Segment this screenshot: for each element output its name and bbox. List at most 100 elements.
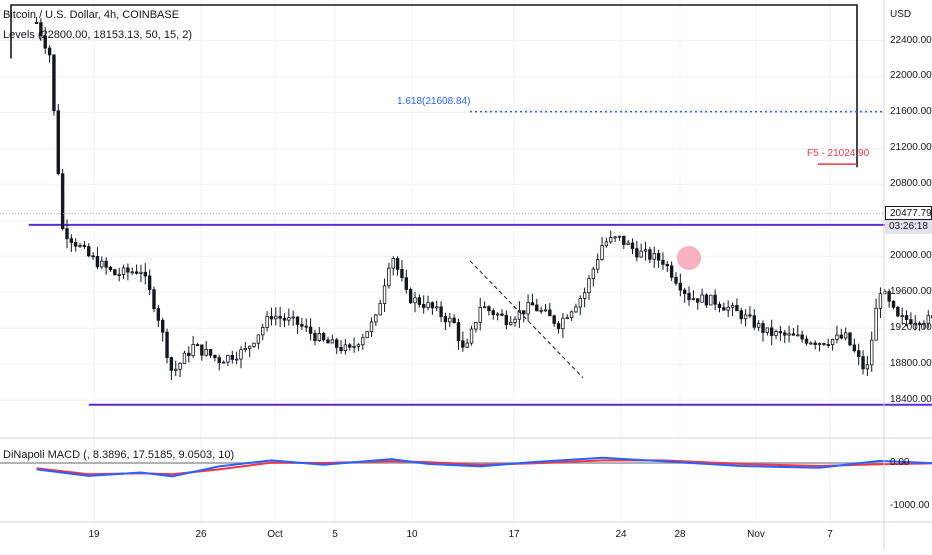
candle-up [253, 343, 256, 346]
candle-down [422, 304, 425, 307]
candle-down [279, 316, 282, 318]
candle-down [688, 294, 691, 300]
candle-down [70, 239, 73, 243]
candle-up [366, 332, 369, 338]
time-tick-label: 26 [195, 529, 206, 540]
candle-down [862, 357, 865, 369]
candle-up [192, 345, 195, 356]
candle-up [318, 333, 321, 340]
candle-up [344, 345, 347, 351]
price-tick-label: 20800.00 [890, 178, 932, 189]
candle-up [583, 293, 586, 299]
candle-up [288, 318, 291, 321]
candle-up [692, 299, 695, 300]
candle-down [127, 268, 130, 272]
candle-up [496, 314, 499, 315]
candle-down [396, 258, 399, 269]
candle-down [92, 256, 95, 257]
candle-down [166, 332, 169, 357]
candle-up [357, 345, 360, 347]
price-tick-label: 22400.00 [890, 35, 932, 46]
candle-up [566, 318, 569, 319]
candle-up [475, 322, 478, 329]
candle-down [148, 276, 151, 290]
candle-down [340, 347, 343, 350]
indicator-label: Levels (22800.00, 18153.13, 50, 15, 2) [3, 29, 192, 41]
candle-up [727, 307, 730, 310]
candle-up [257, 335, 260, 343]
candle-down [549, 310, 552, 316]
candle-down [723, 308, 726, 311]
candle-down [457, 323, 460, 341]
candle-down [718, 304, 721, 307]
time-tick-label: 17 [508, 529, 519, 540]
candle-down [453, 318, 456, 322]
candle-down [314, 333, 317, 340]
candle-up [644, 250, 647, 251]
candle-up [479, 307, 482, 322]
candle-up [570, 312, 573, 318]
candle-up [744, 315, 747, 319]
candle-up [292, 317, 295, 318]
time-tick-label: Nov [747, 529, 765, 540]
price-tick-label: 18800.00 [890, 358, 932, 369]
candle-down [675, 277, 678, 283]
candle-down [753, 316, 756, 328]
candle-up [244, 348, 247, 349]
candle-down [714, 295, 717, 304]
candle-down [649, 250, 652, 259]
f5-level-label[interactable]: F5 - 21024.90 [807, 148, 869, 159]
candle-up [709, 295, 712, 305]
candle-down [61, 174, 64, 229]
price-tick-label: 18400.00 [890, 394, 932, 405]
candle-down [161, 320, 164, 332]
candle-up [879, 294, 882, 309]
candle-up [179, 363, 182, 369]
candle-up [601, 246, 604, 260]
chart-title: Bitcoin / U.S. Dollar, 4h, COINBASE [3, 9, 179, 21]
candle-up [392, 258, 395, 268]
candle-up [353, 346, 356, 347]
candle-down [105, 261, 108, 267]
macd-tick-label: 0.00 [890, 457, 909, 468]
candle-down [170, 358, 173, 371]
fib-level-label[interactable]: 1.618(21608.84) [397, 96, 470, 107]
candle-up [266, 316, 269, 327]
candle-up [514, 319, 517, 322]
candle-up [361, 338, 364, 345]
candle-up [414, 298, 417, 303]
candle-down [857, 351, 860, 357]
candle-down [792, 334, 795, 335]
candle-up [448, 318, 451, 322]
candle-down [444, 317, 447, 322]
candle-up [605, 242, 608, 246]
candle-down [662, 260, 665, 264]
candle-up [248, 346, 251, 348]
candle-down [488, 307, 491, 311]
candle-down [301, 324, 304, 326]
candle-up [383, 286, 386, 304]
candle-up [509, 322, 512, 324]
candle-down [157, 309, 160, 321]
candle-up [470, 329, 473, 343]
time-tick-label: 7 [827, 529, 833, 540]
candle-up [757, 324, 760, 328]
candle-down [309, 327, 312, 333]
candle-up [483, 307, 486, 308]
candle-down [814, 343, 817, 345]
candle-up [766, 328, 769, 333]
candle-down [679, 283, 682, 290]
candle-down [327, 340, 330, 343]
candle-down [462, 341, 465, 348]
candle-down [322, 333, 325, 339]
candle-up [775, 331, 778, 335]
time-tick-label: 24 [615, 529, 626, 540]
candle-down [805, 339, 808, 343]
currency-label: USD [890, 9, 911, 20]
candle-up [331, 340, 334, 343]
macd-tick-label: -1000.00 [890, 500, 929, 511]
candle-up [118, 275, 121, 276]
candle-down [683, 290, 686, 293]
